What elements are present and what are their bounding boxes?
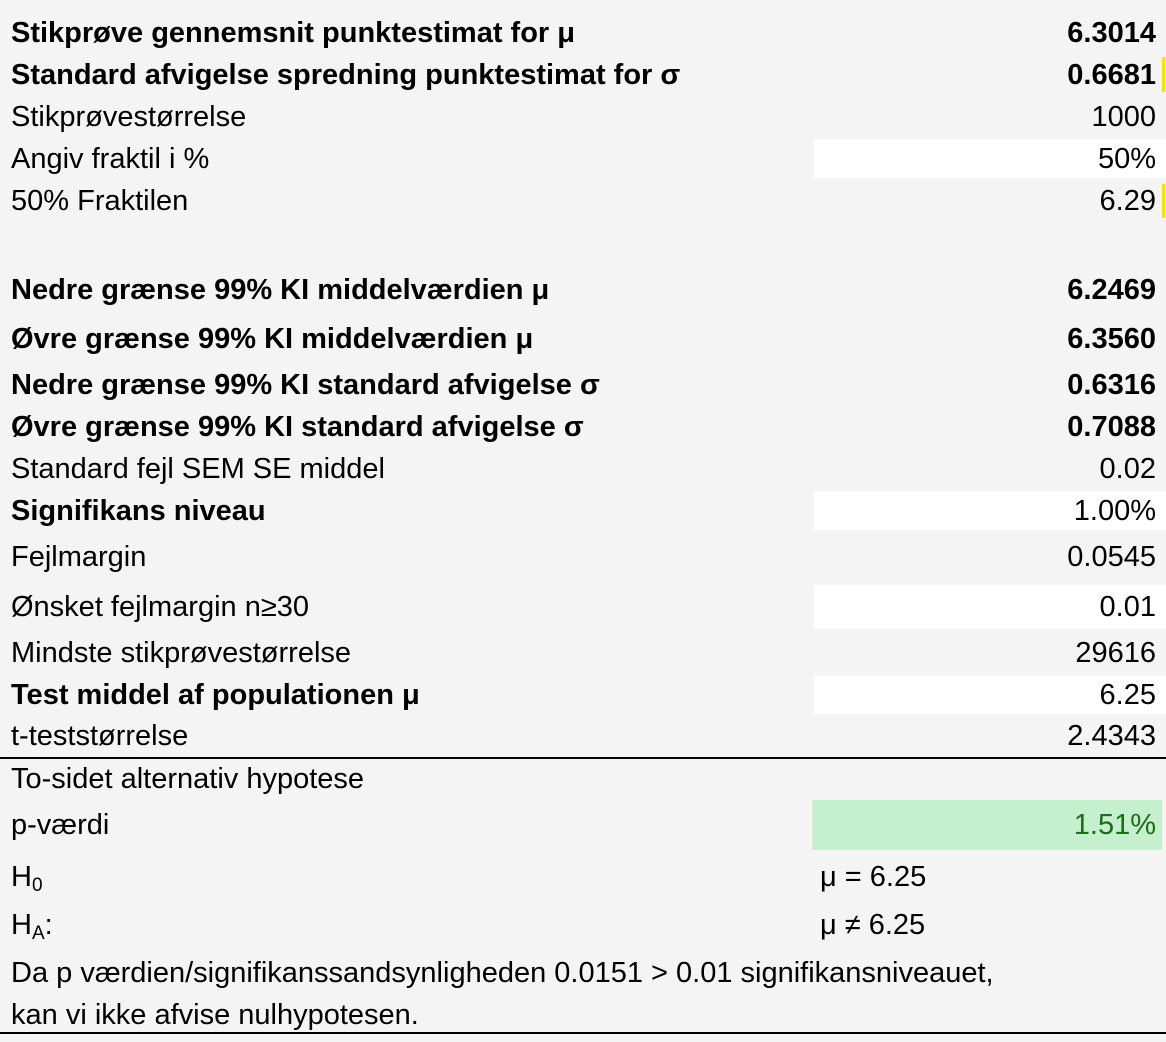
sample-mean-label: Stikprøve gennemsnit punktestimat for μ [11, 16, 575, 49]
standard-deviation-value[interactable]: 0.6681 [1067, 58, 1156, 91]
conclusion-line-2: kan vi ikke afvise nulhypotesen. [11, 999, 419, 1031]
row-t-statistic: t-teststørrelse 2.4343 [0, 716, 1166, 756]
ha-letter: H [11, 908, 32, 941]
conclusion-text: Da p værdien/signifikanssandsynligheden … [11, 952, 994, 1036]
row-margin: Fejlmargin 0.0545 [0, 535, 1166, 579]
row-ci-sd-lower: Nedre grænse 99% KI standard afvigelse σ… [0, 364, 1166, 406]
sample-mean-value[interactable]: 6.3014 [1067, 16, 1156, 49]
ha-colon: : [44, 908, 53, 941]
row-null-hypothesis: H0 μ = 6.25 [0, 854, 1166, 900]
null-hypothesis-value[interactable]: μ = 6.25 [820, 860, 927, 893]
significance-label: Signifikans niveau [11, 494, 266, 527]
fractile-input-value[interactable]: 50% [1097, 142, 1156, 175]
alt-hypothesis-statement-label: HA: [11, 908, 53, 944]
sample-size-value[interactable]: 1000 [1091, 100, 1156, 133]
desired-margin-value[interactable]: 0.01 [1099, 590, 1156, 623]
ci-mean-upper-label: Øvre grænse 99% KI middelværdien μ [11, 322, 534, 355]
standard-deviation-label: Standard afvigelse spredning punktestima… [11, 58, 681, 91]
row-test-mean: Test middel af populationen μ 6.25 [0, 674, 1166, 716]
row-fractile: 50% Fraktilen 6.29 [0, 181, 1166, 221]
row-alt-hypothesis-statement: HA: μ ≠ 6.25 [0, 902, 1166, 948]
min-sample-size-label: Mindste stikprøvestørrelse [11, 636, 352, 669]
conclusion-line-1: Da p værdien/signifikanssandsynligheden … [11, 957, 994, 989]
cell-marker [1162, 184, 1165, 218]
fractile-input-cell[interactable] [814, 139, 1166, 178]
alternative-hypothesis-label: To-sidet alternativ hypotese [11, 762, 365, 795]
row-ci-mean-upper: Øvre grænse 99% KI middelværdien μ 6.356… [0, 317, 1166, 361]
null-hypothesis-label: H0 [11, 860, 43, 896]
ci-sd-lower-value[interactable]: 0.6316 [1067, 368, 1156, 401]
margin-label: Fejlmargin [11, 540, 147, 573]
row-significance: Signifikans niveau 1.00% [0, 490, 1166, 532]
h0-letter: H [11, 860, 32, 893]
test-mean-label: Test middel af populationen μ [11, 678, 420, 711]
row-p-value: p-værdi 1.51% [0, 802, 1166, 848]
row-min-sample-size: Mindste stikprøvestørrelse 29616 [0, 632, 1166, 674]
alt-hypothesis-statement-value[interactable]: μ ≠ 6.25 [820, 908, 926, 941]
row-desired-margin: Ønsket fejlmargin n≥30 0.01 [0, 585, 1166, 629]
p-value-value[interactable]: 1.51% [1073, 808, 1156, 841]
row-sample-mean: Stikprøve gennemsnit punktestimat for μ … [0, 13, 1166, 53]
fractile-input-label: Angiv fraktil i % [11, 142, 210, 175]
sem-value[interactable]: 0.02 [1099, 452, 1156, 485]
p-value-label: p-værdi [11, 808, 110, 841]
significance-value[interactable]: 1.00% [1073, 494, 1156, 527]
sample-size-label: Stikprøvestørrelse [11, 100, 247, 133]
desired-margin-label: Ønsket fejlmargin n≥30 [11, 590, 310, 623]
p-value-cell[interactable] [812, 800, 1162, 850]
margin-value[interactable]: 0.0545 [1067, 540, 1156, 573]
t-statistic-value[interactable]: 2.4343 [1067, 719, 1156, 752]
row-fractile-input: Angiv fraktil i % 50% [0, 139, 1166, 179]
ha-subscript: A [31, 922, 45, 944]
row-ci-sd-upper: Øvre grænse 99% KI standard afvigelse σ … [0, 406, 1166, 448]
row-sample-size: Stikprøvestørrelse 1000 [0, 97, 1166, 137]
row-alternative-hypothesis: To-sidet alternativ hypotese [0, 759, 1166, 799]
cell-marker [1162, 57, 1165, 92]
ci-sd-upper-value[interactable]: 0.7088 [1067, 410, 1156, 443]
bottom-divider [0, 1032, 1166, 1034]
ci-mean-lower-label: Nedre grænse 99% KI middelværdien μ [11, 273, 550, 306]
test-mean-value[interactable]: 6.25 [1099, 678, 1156, 711]
sem-label: Standard fejl SEM SE middel [11, 452, 385, 485]
ci-mean-upper-value[interactable]: 6.3560 [1067, 322, 1156, 355]
fractile-label: 50% Fraktilen [11, 184, 189, 217]
desired-margin-input-cell[interactable] [814, 585, 1166, 629]
row-standard-deviation: Standard afvigelse spredning punktestima… [0, 55, 1166, 95]
t-statistic-label: t-teststørrelse [11, 719, 189, 752]
row-ci-mean-lower: Nedre grænse 99% KI middelværdien μ 6.24… [0, 268, 1166, 312]
row-sem: Standard fejl SEM SE middel 0.02 [0, 448, 1166, 490]
h0-subscript: 0 [31, 874, 43, 896]
ci-sd-lower-label: Nedre grænse 99% KI standard afvigelse σ [11, 368, 600, 401]
significance-input-cell[interactable] [814, 491, 1166, 530]
test-mean-input-cell[interactable] [814, 676, 1166, 714]
fractile-value[interactable]: 6.29 [1099, 184, 1156, 217]
ci-mean-lower-value[interactable]: 6.2469 [1067, 273, 1156, 306]
divider [0, 757, 1166, 759]
min-sample-size-value[interactable]: 29616 [1075, 636, 1156, 669]
ci-sd-upper-label: Øvre grænse 99% KI standard afvigelse σ [11, 410, 584, 443]
